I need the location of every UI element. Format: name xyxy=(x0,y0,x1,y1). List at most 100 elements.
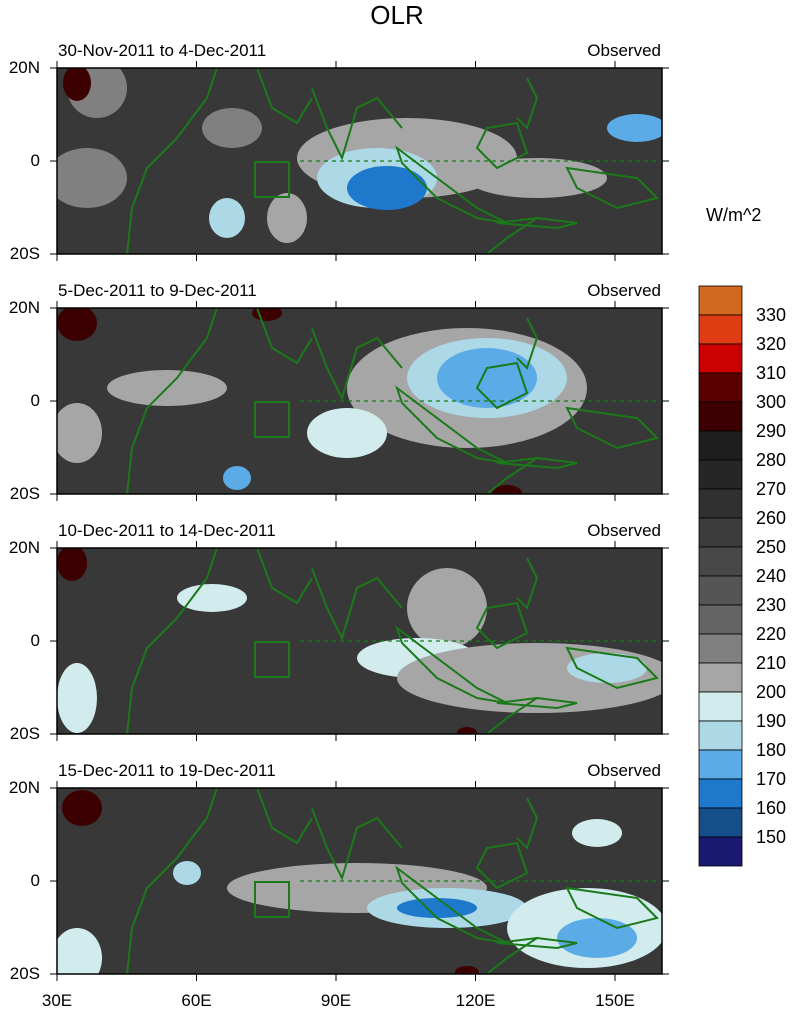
coastline xyxy=(126,788,218,974)
olr-contour xyxy=(57,148,127,208)
units-label: W/m^2 xyxy=(706,205,762,225)
coastline xyxy=(256,788,313,845)
panel-date-range: 15-Dec-2011 to 19-Dec-2011 xyxy=(58,761,276,780)
coastline xyxy=(496,696,578,710)
colorbar-label: 260 xyxy=(756,508,787,528)
panel-type: Observed xyxy=(587,281,661,300)
colorbar-swatch xyxy=(698,604,743,635)
colorbar-swatch xyxy=(698,314,743,345)
lon-label: 120E xyxy=(455,991,496,1010)
olr-contour xyxy=(455,966,479,974)
colorbar-label: 330 xyxy=(756,305,787,325)
olr-contour xyxy=(397,898,477,918)
olr-contour xyxy=(57,928,102,974)
panel-type: Observed xyxy=(587,761,661,780)
coastline xyxy=(496,456,578,470)
colorbar-swatch xyxy=(698,662,743,693)
figure-title: OLR xyxy=(370,0,424,30)
panel-date-range: 30-Nov-2011 to 4-Dec-2011 xyxy=(58,41,267,60)
lat-label-20s: 20S xyxy=(9,964,40,983)
colorbar-swatch xyxy=(698,778,743,809)
coastline xyxy=(395,625,508,704)
coastline xyxy=(565,166,659,210)
coastline xyxy=(565,646,659,690)
coastline xyxy=(516,77,539,130)
lat-label-eq: 0 xyxy=(30,631,40,650)
olr-contour xyxy=(202,108,262,148)
olr-contour xyxy=(557,918,637,958)
olr-contour xyxy=(62,790,102,826)
lat-label-20n: 20N xyxy=(8,298,40,317)
coastline xyxy=(256,308,313,365)
colorbar-swatch xyxy=(698,459,743,490)
coastline xyxy=(486,217,538,254)
colorbar-swatch xyxy=(698,401,743,432)
colorbar-label: 210 xyxy=(756,653,787,673)
colorbar-label: 320 xyxy=(756,334,787,354)
lat-label-20s: 20S xyxy=(9,724,40,743)
panel-type: Observed xyxy=(587,521,661,540)
olr-contour xyxy=(607,114,662,142)
colorbar-swatch xyxy=(698,546,743,577)
coastline xyxy=(311,567,403,641)
colorbar-swatch xyxy=(698,285,743,316)
coastline xyxy=(126,308,218,494)
colorbar-swatch xyxy=(698,343,743,374)
colorbar-label: 170 xyxy=(756,769,787,789)
map-panel-1 xyxy=(50,61,669,261)
colorbar-swatch xyxy=(698,575,743,606)
panel-date-range: 5-Dec-2011 to 9-Dec-2011 xyxy=(58,281,257,300)
region-box xyxy=(254,161,290,198)
lon-label: 150E xyxy=(595,991,635,1010)
colorbar-swatch xyxy=(698,430,743,461)
region-box xyxy=(254,401,290,438)
colorbar-swatch xyxy=(698,749,743,780)
olr-contour xyxy=(57,663,97,733)
olr-contour xyxy=(57,308,97,341)
coastline xyxy=(486,457,538,494)
lon-label: 30E xyxy=(41,991,73,1010)
coastline xyxy=(126,68,218,254)
lat-label-20n: 20N xyxy=(8,538,40,557)
colorbar-label: 180 xyxy=(756,740,787,760)
olr-contour xyxy=(457,727,477,734)
colorbar-label: 160 xyxy=(756,798,787,818)
colorbar-label: 310 xyxy=(756,363,787,383)
colorbar-label: 300 xyxy=(756,392,787,412)
olr-contour xyxy=(347,166,427,210)
colorbar-swatch xyxy=(698,372,743,403)
coastline xyxy=(496,216,578,230)
coastline xyxy=(395,145,508,224)
coastline xyxy=(395,385,508,464)
coastline xyxy=(565,406,659,450)
lat-label-20n: 20N xyxy=(8,58,40,77)
coastline xyxy=(311,807,403,881)
colorbar-swatch xyxy=(698,836,743,867)
coastline xyxy=(516,797,539,850)
region-box xyxy=(254,641,290,678)
olr-contour xyxy=(63,68,91,101)
coastline xyxy=(256,548,313,605)
lat-label-eq: 0 xyxy=(30,151,40,170)
coastline xyxy=(486,937,538,974)
olr-contour xyxy=(407,568,487,648)
map-panel-2 xyxy=(50,301,669,501)
lat-label-eq: 0 xyxy=(30,871,40,890)
olr-contour xyxy=(567,653,647,683)
lat-label-20n: 20N xyxy=(8,778,40,797)
olr-contour xyxy=(307,408,387,458)
colorbar-swatch xyxy=(698,691,743,722)
olr-contour xyxy=(267,193,307,243)
map-panel-3 xyxy=(50,541,669,741)
panel-date-range: 10-Dec-2011 to 14-Dec-2011 xyxy=(58,521,276,540)
coastline xyxy=(256,68,313,125)
region-box xyxy=(254,881,290,918)
colorbar xyxy=(698,285,743,867)
colorbar-label: 250 xyxy=(756,537,787,557)
lat-label-20s: 20S xyxy=(9,484,40,503)
lat-label-eq: 0 xyxy=(30,391,40,410)
colorbar-swatch xyxy=(698,517,743,548)
olr-contour xyxy=(492,485,522,494)
colorbar-label: 190 xyxy=(756,711,787,731)
coastline xyxy=(311,327,403,401)
